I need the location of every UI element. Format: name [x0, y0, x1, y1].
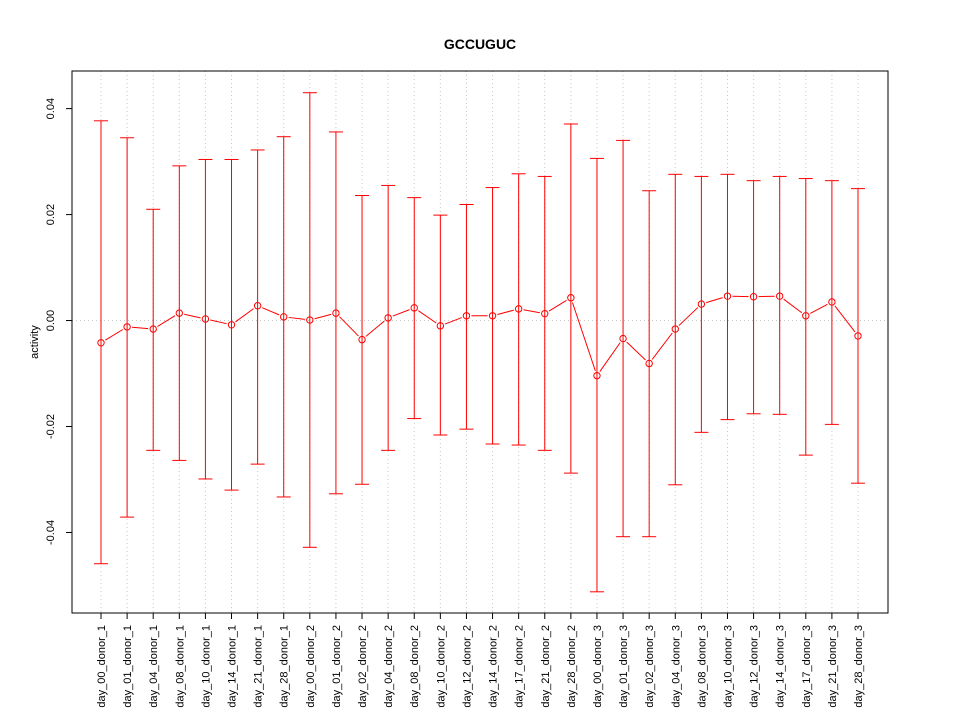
x-tick-label: day_28_donor_1 [279, 625, 291, 708]
x-tick-label: day_08_donor_1 [174, 625, 186, 708]
x-tick-label: day_21_donor_3 [827, 625, 839, 708]
y-tick-label: -0.02 [45, 414, 57, 439]
series-line-segment [418, 310, 437, 324]
data-point [201, 315, 210, 323]
series-line-segment [132, 326, 149, 330]
x-tick-label: day_00_donor_1 [96, 625, 108, 708]
series-line-segment [678, 307, 699, 326]
data-point [332, 309, 340, 317]
data-point [227, 321, 236, 329]
data-point [97, 339, 105, 347]
x-tick-label: day_21_donor_1 [253, 625, 265, 708]
series-line-segment [626, 341, 646, 361]
series [94, 92, 865, 593]
x-tick-label: day_08_donor_2 [409, 625, 421, 708]
data-point [567, 294, 575, 302]
x-tick-label: day_04_donor_3 [670, 625, 682, 708]
y-tick-label: 0.02 [45, 204, 57, 225]
x-tick-label: day_28_donor_2 [566, 625, 578, 708]
data-point [306, 316, 314, 324]
x-tick-label: day_02_donor_3 [644, 625, 656, 708]
x-tick-label: day_01_donor_2 [331, 625, 343, 708]
x-tick-label: day_00_donor_2 [305, 625, 317, 708]
x-tick-label: day_00_donor_3 [592, 625, 604, 708]
data-point [358, 335, 366, 344]
series-line-segment [599, 342, 621, 372]
series-line-segment [783, 298, 803, 314]
data-point [280, 313, 288, 321]
data-point [123, 323, 131, 331]
y-tick-label: 0.00 [45, 310, 57, 331]
data-point [175, 309, 184, 317]
data-point [384, 314, 392, 322]
series-line-segment [809, 303, 828, 314]
data-point [436, 322, 445, 330]
x-tick-label: day_01_donor_3 [618, 625, 630, 708]
x-tick-label: day_14_donor_3 [775, 625, 787, 708]
data-point [802, 312, 810, 320]
x-tick-label: day_10_donor_2 [435, 625, 447, 708]
series-line-segment [497, 309, 514, 315]
x-tick-label: day_14_donor_1 [227, 625, 239, 708]
data-point [749, 293, 758, 301]
series-line-segment [210, 319, 227, 325]
series-line-segment [571, 302, 596, 372]
data-point [488, 312, 497, 320]
data-point [541, 309, 549, 318]
x-tick-label: day_10_donor_1 [200, 625, 212, 708]
x-tick-label: day_10_donor_3 [722, 625, 734, 708]
data-point [775, 292, 784, 300]
data-point [410, 304, 418, 312]
series-line-segment [834, 305, 856, 333]
y-tick-label: 0.04 [45, 98, 57, 119]
series-line-segment [523, 309, 540, 314]
grid [72, 71, 888, 613]
x-axis: day_00_donor_1 day_01_donor_1 day_04_donor… [96, 612, 865, 708]
y-axis: -0.04 -0.02 0.00 0.02 0.04 [45, 98, 72, 545]
x-tick-label: day_17_donor_3 [801, 625, 813, 708]
data-point [514, 305, 523, 313]
data-point [723, 292, 732, 300]
data-point [253, 302, 262, 310]
x-tick-label: day_21_donor_2 [540, 625, 552, 708]
x-tick-label: day_04_donor_2 [383, 625, 395, 708]
series-line-segment [184, 313, 201, 319]
x-tick-label: day_08_donor_3 [696, 625, 708, 708]
data-point [671, 325, 679, 333]
data-point [645, 359, 653, 368]
series-line-segment [548, 299, 567, 312]
data-point [697, 300, 706, 308]
series-line-segment [392, 309, 410, 317]
series-line-segment [365, 320, 385, 337]
y-axis-label: activity [29, 325, 41, 359]
series-line-segment [235, 308, 254, 323]
x-tick-label: day_12_donor_3 [749, 625, 761, 708]
chart-title: GCCUGUC [444, 36, 516, 52]
x-tick-label: day_14_donor_2 [488, 625, 500, 708]
series-line-segment [314, 313, 332, 320]
plot-frame [71, 70, 889, 614]
series-line-segment [105, 329, 124, 341]
x-tick-label: day_17_donor_2 [514, 625, 526, 708]
x-tick-label: day_28_donor_3 [853, 625, 865, 708]
data-point [619, 334, 627, 343]
x-tick-label: day_12_donor_2 [461, 625, 473, 708]
x-tick-label: day_02_donor_2 [357, 625, 369, 708]
data-point [828, 298, 836, 306]
series-line-segment [288, 316, 305, 320]
data-point [149, 325, 157, 333]
x-tick-label: day_01_donor_1 [122, 625, 134, 708]
series-line-segment [444, 317, 462, 325]
series-line-segment [157, 315, 176, 327]
data-point [854, 332, 862, 340]
series-line-segment [262, 307, 280, 316]
series-line-segment [651, 332, 673, 360]
y-tick-label: -0.04 [45, 520, 57, 545]
x-tick-label: day_04_donor_1 [148, 625, 160, 708]
data-point [462, 312, 471, 320]
series-line-segment [339, 316, 359, 337]
data-point [593, 371, 601, 380]
series-line-segment [706, 297, 723, 304]
